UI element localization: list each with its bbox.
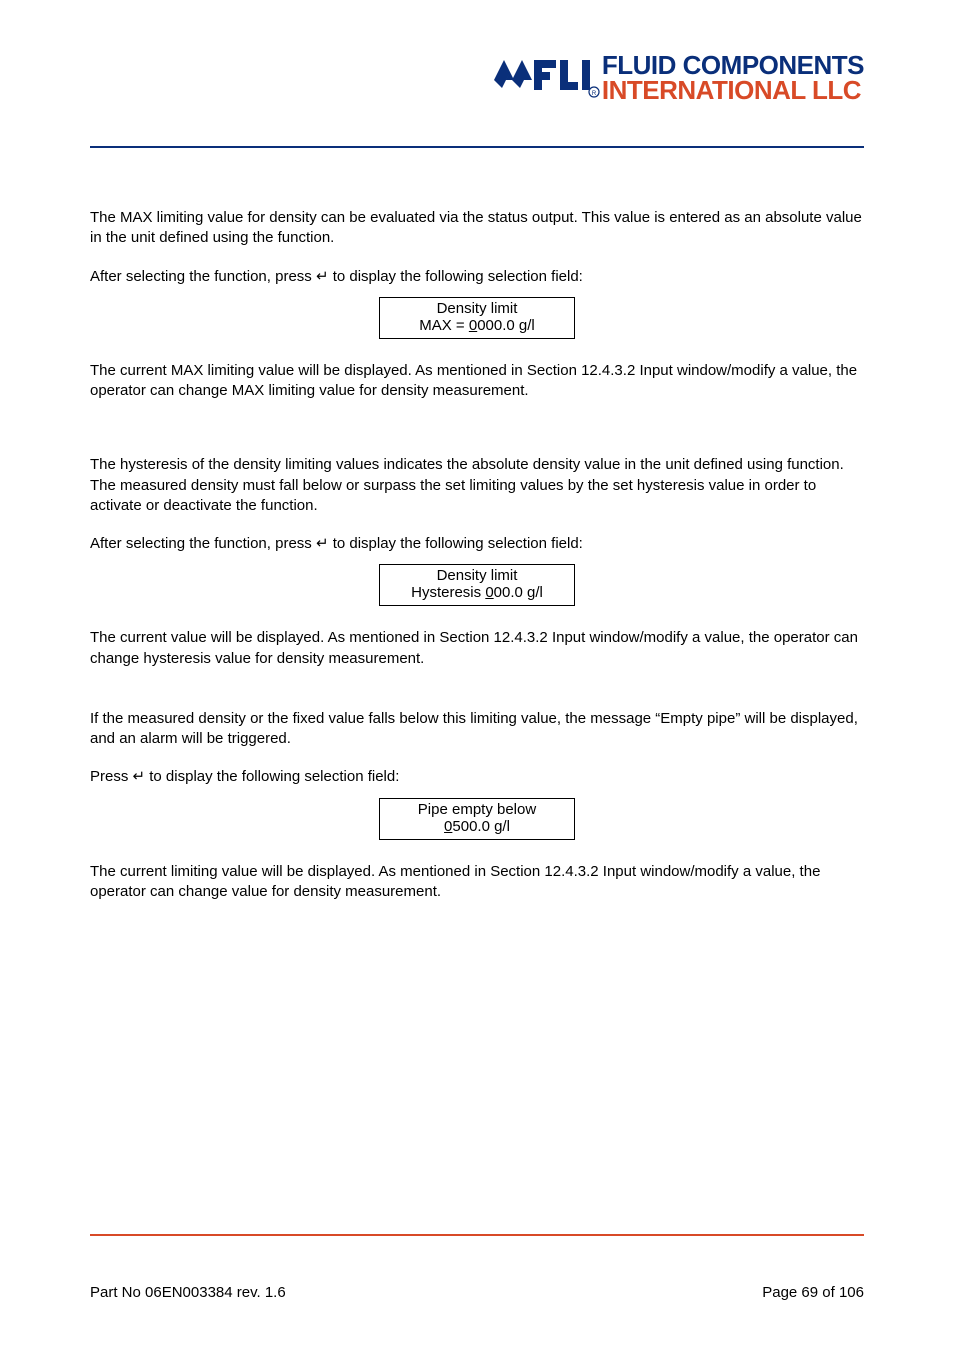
logo-text: FLUID COMPONENTS INTERNATIONAL LLC <box>602 53 864 102</box>
max-display-box: Density limit MAX = 0000.0 g/l <box>379 297 575 339</box>
hysteresis-display-line2: Hysteresis 000.0 g/l <box>380 584 574 605</box>
hysteresis-display-line1: Density limit <box>380 565 574 584</box>
empty-display-line1: Pipe empty below <box>380 799 574 818</box>
hyst-line2-pre: Hysteresis <box>411 584 485 601</box>
empty-display-line2: 0500.0 g/l <box>380 818 574 839</box>
brand-line2: INTERNATIONAL LLC <box>602 78 864 103</box>
empty-line2-post: 500.0 g/l <box>452 818 510 835</box>
empty-result-paragraph: The current limiting value will be displ… <box>90 862 864 903</box>
spacer <box>90 419 864 455</box>
hysteresis-desc-paragraph: The hysteresis of the density limiting v… <box>90 455 864 516</box>
part-number: Part No 06EN003384 rev. 1.6 <box>90 1284 286 1301</box>
max-line2-post: 000.0 g/l <box>477 317 535 334</box>
max-instruction-paragraph: After selecting the function, press ↵ to… <box>90 267 864 287</box>
max-line2-pre: MAX = <box>419 317 469 334</box>
fci-logo-icon: R <box>492 50 602 105</box>
header-rule <box>90 146 864 148</box>
empty-display-box: Pipe empty below 0500.0 g/l <box>379 798 575 840</box>
max-desc-paragraph: The MAX limiting value for density can b… <box>90 208 864 249</box>
page-footer: Part No 06EN003384 rev. 1.6 Page 69 of 1… <box>90 1284 864 1301</box>
footer-rule <box>90 1234 864 1236</box>
hyst-line2-post: 00.0 g/l <box>494 584 543 601</box>
hysteresis-display-box: Density limit Hysteresis 000.0 g/l <box>379 564 575 606</box>
content: The MAX limiting value for density can b… <box>90 208 864 902</box>
max-line2-underlined-digit: 0 <box>469 317 477 334</box>
hysteresis-result-paragraph: The current value will be displayed. As … <box>90 628 864 669</box>
max-display-line1: Density limit <box>380 298 574 317</box>
brand-logo: R FLUID COMPONENTS INTERNATIONAL LLC <box>492 50 864 105</box>
page-header: R FLUID COMPONENTS INTERNATIONAL LLC <box>90 50 864 140</box>
empty-desc-paragraph: If the measured density or the fixed val… <box>90 709 864 750</box>
max-display-line2: MAX = 0000.0 g/l <box>380 317 574 338</box>
hyst-line2-underlined-digit: 0 <box>485 584 493 601</box>
spacer <box>90 687 864 709</box>
page: R FLUID COMPONENTS INTERNATIONAL LLC The… <box>0 0 954 1351</box>
empty-instruction-paragraph: Press ↵ to display the following selecti… <box>90 767 864 787</box>
max-result-paragraph: The current MAX limiting value will be d… <box>90 361 864 402</box>
logo-row: R FLUID COMPONENTS INTERNATIONAL LLC <box>492 50 864 105</box>
page-number: Page 69 of 106 <box>762 1284 864 1301</box>
brand-line1: FLUID COMPONENTS <box>602 53 864 78</box>
svg-text:R: R <box>592 91 597 97</box>
hysteresis-instruction-paragraph: After selecting the function, press ↵ to… <box>90 534 864 554</box>
